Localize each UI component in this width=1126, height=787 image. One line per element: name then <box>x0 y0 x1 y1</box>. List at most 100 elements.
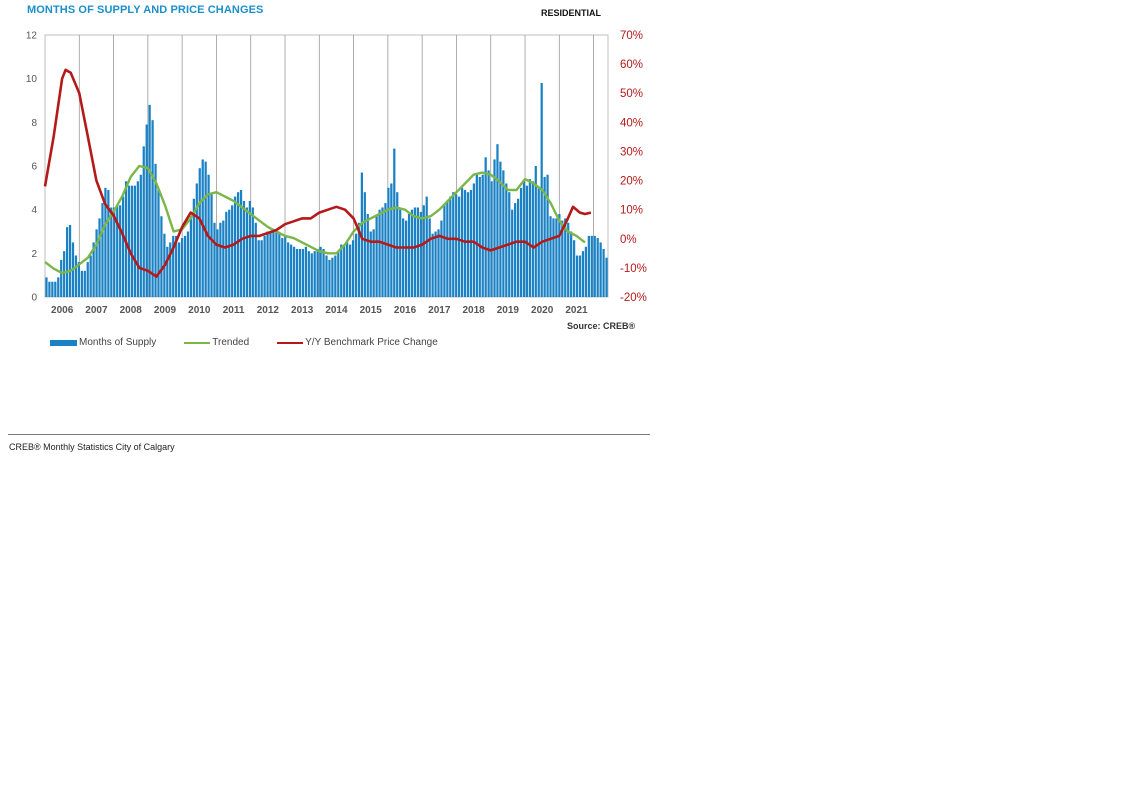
left-axis-tick-label: 12 <box>26 31 38 42</box>
supply-bar <box>443 205 446 297</box>
supply-bar <box>484 157 487 297</box>
supply-bar <box>225 211 228 297</box>
supply-bar <box>446 200 449 297</box>
supply-bar <box>602 248 605 297</box>
supply-bar <box>145 124 148 298</box>
supply-bar <box>266 231 269 297</box>
supply-bar <box>570 231 573 297</box>
supply-bar <box>475 174 478 297</box>
supply-bar <box>219 222 222 297</box>
supply-bar <box>496 144 499 297</box>
right-axis-tick-label: -20% <box>620 292 647 304</box>
supply-bar <box>139 174 142 297</box>
supply-bar <box>449 196 452 297</box>
trended-line <box>44 164 586 275</box>
supply-bar <box>587 235 590 297</box>
x-axis-tick-label: 2017 <box>428 305 451 316</box>
supply-bar <box>337 251 340 297</box>
supply-bar <box>599 242 602 297</box>
supply-bar <box>186 231 190 297</box>
supply-bar <box>180 238 184 297</box>
footer-divider <box>8 434 650 435</box>
supply-bar <box>410 209 414 297</box>
supply-bar <box>231 205 234 297</box>
supply-bar <box>334 255 337 297</box>
supply-bar <box>113 207 116 297</box>
price-change-line <box>43 68 592 278</box>
supply-bar <box>378 209 381 297</box>
supply-bar <box>133 185 137 297</box>
supply-bar <box>83 270 86 297</box>
right-axis-tick-label: 50% <box>620 88 643 100</box>
supply-bar <box>236 192 240 297</box>
supply-bar <box>596 238 599 297</box>
supply-bar <box>605 257 608 297</box>
supply-bar <box>104 187 107 297</box>
supply-bar <box>434 231 437 297</box>
supply-bar <box>561 220 564 297</box>
supply-bar <box>278 233 281 297</box>
supply-bar <box>537 187 540 297</box>
legend-item-months-of-supply: Months of Supply <box>50 337 156 348</box>
x-axis-tick-label: 2019 <box>497 305 520 316</box>
supply-bar <box>169 242 172 297</box>
x-axis-tick-label: 2010 <box>188 305 211 316</box>
supply-bar <box>440 220 443 297</box>
supply-bar <box>92 242 95 297</box>
supply-bar <box>89 255 92 297</box>
right-axis-tick-label: 70% <box>620 30 643 42</box>
supply-bar <box>77 262 81 297</box>
supply-bar <box>80 270 83 297</box>
supply-bar <box>260 240 263 297</box>
supply-bar <box>422 205 425 297</box>
supply-bar <box>45 277 48 297</box>
supply-bar <box>502 170 505 297</box>
supply-bar <box>428 218 431 297</box>
supply-bar <box>555 218 558 297</box>
supply-bar <box>472 183 475 297</box>
supply-bar <box>63 251 66 297</box>
supply-bar <box>390 183 393 297</box>
supply-bar <box>310 253 313 297</box>
left-axis-tick-label: 10 <box>26 74 38 85</box>
supply-bar <box>172 235 175 297</box>
supply-bar <box>490 181 493 297</box>
supply-bar <box>160 216 163 297</box>
supply-bar <box>292 246 296 297</box>
supply-bar <box>189 216 193 297</box>
supply-bar <box>372 229 375 297</box>
right-axis-tick-label: -10% <box>620 263 647 275</box>
right-axis-tick-label: 60% <box>620 59 643 71</box>
supply-bar <box>384 203 387 297</box>
supply-bar <box>54 281 57 297</box>
supply-bar <box>564 218 567 297</box>
supply-bar <box>552 218 555 297</box>
right-axis-tick-label: 40% <box>620 117 643 129</box>
supply-bar <box>328 259 331 297</box>
supply-bar <box>431 233 434 297</box>
legend-label-trended: Trended <box>212 337 250 348</box>
chart-title: MONTHS OF SUPPLY AND PRICE CHANGES <box>27 4 264 16</box>
supply-bar <box>458 196 461 297</box>
supply-bar <box>119 205 122 297</box>
x-axis-tick-label: 2014 <box>325 305 348 316</box>
right-axis-tick-label: 10% <box>620 205 643 217</box>
x-axis-tick-label: 2012 <box>257 305 280 316</box>
supply-bar <box>493 159 496 297</box>
supply-bar <box>351 240 355 297</box>
supply-bar <box>369 231 372 297</box>
supply-bar <box>251 207 254 297</box>
supply-bar <box>65 227 69 297</box>
supply-bar <box>130 185 134 297</box>
supply-bar <box>399 209 402 297</box>
supply-bar <box>48 281 51 297</box>
supply-bar <box>239 190 243 297</box>
supply-bar <box>455 194 458 297</box>
supply-bar <box>396 192 399 297</box>
legend-swatch-price-change <box>277 341 304 344</box>
legend-swatch-trended <box>184 341 211 344</box>
supply-bar <box>121 196 125 297</box>
supply-bar <box>107 190 110 297</box>
supply-bar <box>136 181 139 297</box>
supply-bar <box>466 192 470 297</box>
